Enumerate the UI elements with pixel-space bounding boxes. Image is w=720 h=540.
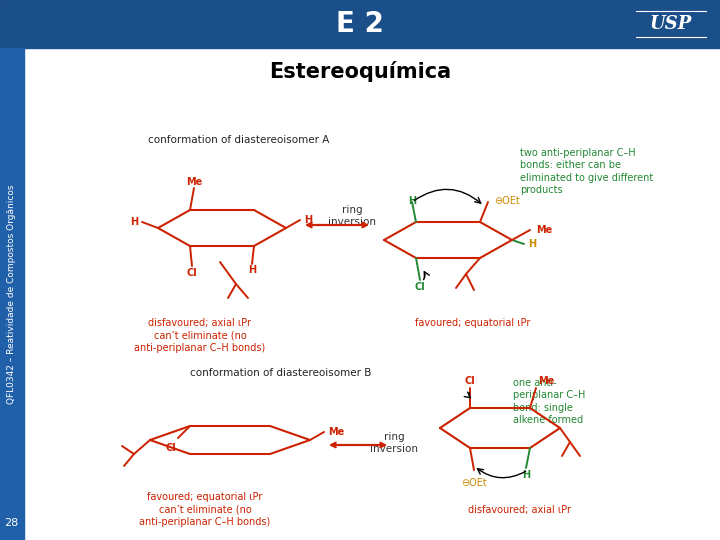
Text: ring
inversion: ring inversion bbox=[328, 205, 376, 227]
Text: ⊖OEt: ⊖OEt bbox=[494, 196, 520, 206]
Text: Estereoquímica: Estereoquímica bbox=[269, 62, 451, 83]
Text: favoured; equatorial ιPr
can’t eliminate (no
anti-periplanar C–H bonds): favoured; equatorial ιPr can’t eliminate… bbox=[140, 492, 271, 527]
Text: H: H bbox=[248, 265, 256, 275]
Text: H: H bbox=[304, 215, 312, 225]
Text: one anti-
periplanar C–H
bond: single
alkene formed: one anti- periplanar C–H bond: single al… bbox=[513, 378, 585, 425]
Bar bbox=[630, 4, 712, 44]
Text: ring
inversion: ring inversion bbox=[370, 432, 418, 454]
Bar bbox=[0, 48, 24, 540]
Text: Me: Me bbox=[536, 225, 552, 235]
Text: Cl: Cl bbox=[186, 268, 197, 278]
Text: USP: USP bbox=[650, 15, 692, 33]
Text: QFL0342 – Reatividade de Compostos Orgânicos: QFL0342 – Reatividade de Compostos Orgân… bbox=[7, 184, 17, 404]
Text: ⊖OEt: ⊖OEt bbox=[461, 478, 487, 488]
Text: Me: Me bbox=[186, 177, 202, 187]
Text: conformation of diastereoisomer B: conformation of diastereoisomer B bbox=[190, 368, 372, 378]
Text: Me: Me bbox=[538, 376, 554, 386]
Text: Cl: Cl bbox=[464, 376, 475, 386]
Text: H: H bbox=[130, 217, 138, 227]
Text: H: H bbox=[522, 470, 530, 480]
Text: 28: 28 bbox=[4, 518, 18, 528]
Text: Cl: Cl bbox=[415, 282, 426, 292]
Text: H: H bbox=[408, 196, 416, 206]
Text: Me: Me bbox=[328, 427, 344, 437]
Text: disfavoured; axial ιPr
can’t eliminate (no
anti-periplanar C–H bonds): disfavoured; axial ιPr can’t eliminate (… bbox=[135, 318, 266, 353]
Text: H: H bbox=[528, 239, 536, 249]
Text: favoured; equatorial ιPr: favoured; equatorial ιPr bbox=[415, 318, 531, 328]
Text: E 2: E 2 bbox=[336, 10, 384, 38]
Text: Cl: Cl bbox=[166, 443, 176, 453]
Text: two anti-periplanar C–H
bonds: either can be
eliminated to give different
produc: two anti-periplanar C–H bonds: either ca… bbox=[520, 148, 653, 195]
Text: disfavoured; axial ιPr: disfavoured; axial ιPr bbox=[468, 505, 571, 515]
Bar bbox=[0, 0, 720, 48]
Text: conformation of diastereoisomer A: conformation of diastereoisomer A bbox=[148, 135, 329, 145]
